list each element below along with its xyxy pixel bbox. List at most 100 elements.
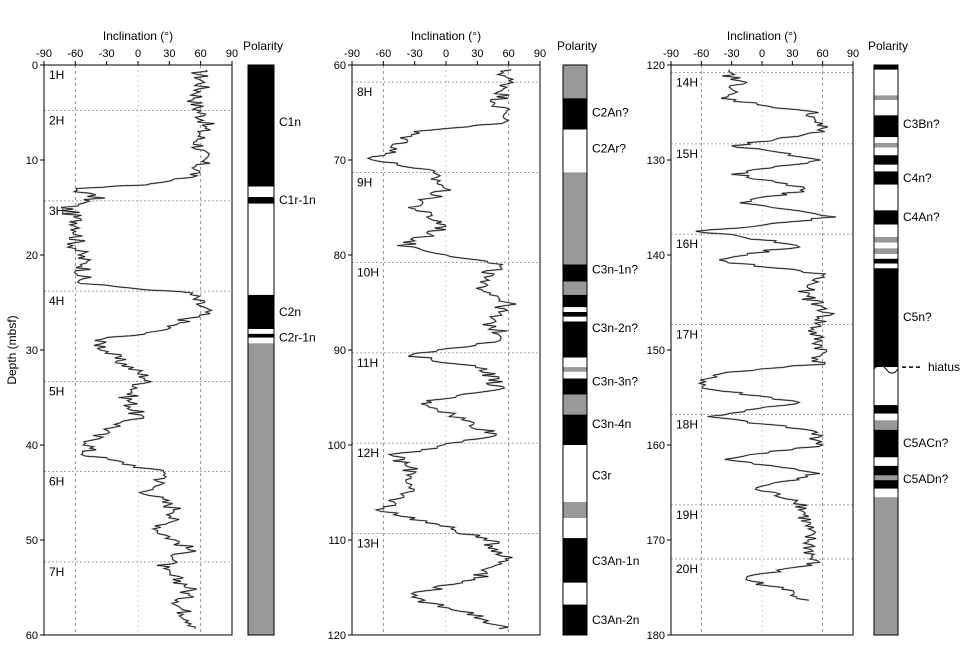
x-axis-label: Inclination (°) [411,29,481,43]
chron-label: C3n-2n? [592,321,638,335]
chron-label: C3n-3n? [592,374,638,388]
chron-label: C3r [592,468,611,482]
x-tick-label: 30 [786,48,798,60]
x-tick-label: -30 [724,48,740,60]
polarity-title: Polarity [243,39,283,53]
chron-label: C2Ar? [592,142,626,156]
x-tick-label: 30 [471,48,483,60]
polarity-interval-normal [248,333,274,338]
polarity-interval-normal [874,465,898,476]
inclination-trace [695,69,837,601]
polarity-interval-normal [874,65,898,70]
core-label: 4H [49,294,64,308]
core-label: 15H [676,147,698,161]
y-tick-label: 100 [328,440,346,452]
y-tick-label: 30 [26,345,38,357]
polarity-interval-reversed [874,147,898,156]
polarity-interval-normal [248,197,274,204]
x-tick-label: 30 [163,48,175,60]
chron-label: C3An-1n [592,554,639,568]
y-tick-label: 170 [647,535,665,547]
chron-label: C2An? [592,106,629,120]
core-label: 3H [49,204,64,218]
polarity-interval-normal [563,378,587,395]
polarity-interval-uncertain [874,420,898,430]
x-tick-label: -60 [693,48,709,60]
polarity-interval-uncertain [563,172,587,265]
polarity-interval-reversed [874,69,898,96]
polarity-interval-normal [563,414,587,445]
core-label: 9H [357,175,372,189]
y-tick-label: 130 [647,155,665,167]
polarity-interval-reversed [563,316,587,322]
polarity-interval-reversed [874,224,898,237]
core-label: 8H [357,85,372,99]
x-tick-label: -90 [36,48,52,60]
polarity-title: Polarity [868,39,908,53]
chron-label: C5ADn? [903,472,949,486]
polarity-interval-reversed [563,582,587,605]
chron-label: C3n-4n [592,417,631,431]
polarity-interval-reversed [874,100,898,116]
y-tick-label: 140 [647,250,665,262]
polarity-interval-normal [874,115,898,138]
panel-depth-60-120: 8H 9H 10H 11H 12H 13H -90 -60 -30 0 30 60 90 Inclinat… [328,29,640,642]
hiatus-marker [873,364,899,374]
x-tick-label: -60 [375,48,391,60]
y-tick-label: 120 [328,630,346,642]
polarity-interval-reversed [563,307,587,312]
polarity-interval-normal [563,538,587,583]
polarity-interval-uncertain [874,497,898,635]
polarity-interval-normal [563,98,587,130]
core-label: 16H [676,237,698,251]
polarity-interval-reversed [563,129,587,173]
core-label: 13H [357,536,379,550]
x-tick-label: -90 [344,48,360,60]
polarity-interval-uncertain [874,95,898,101]
core-label: 20H [676,562,698,576]
polarity-interval-uncertain [563,367,587,372]
polarity-interval-uncertain [874,142,898,148]
chron-label: C1n [279,115,301,129]
chron-label: C3n-1n? [592,262,638,276]
polarity-interval-reversed [563,518,587,539]
polarity-interval-uncertain [563,394,587,415]
polarity-interval-reversed [874,254,898,259]
y-tick-label: 80 [334,250,346,262]
chron-label: C2r-1n [279,331,316,345]
polarity-interval-normal [874,210,898,225]
polarity-frame [873,64,899,636]
chron-label: C3An-2n [592,613,639,627]
x-tick-label: 60 [817,48,829,60]
y-tick-label: 120 [647,60,665,72]
x-tick-label: 90 [534,48,546,60]
x-tick-label: 0 [443,48,449,60]
polarity-interval-normal [563,321,587,358]
x-tick-label: 0 [135,48,141,60]
panel-depth-120-180: 14H 15H 16H 17H 18H 19H 20H -90 -60 -30 0 30 60 90 Inc… [647,29,960,642]
y-tick-label: 70 [334,155,346,167]
core-label: 14H [676,76,698,90]
core-label: 6H [49,475,64,489]
chron-label: C5ACn? [903,436,949,450]
inclination-trace-smoothed [60,69,215,629]
y-tick-label: 60 [26,630,38,642]
chron-label: C1r-1n [279,193,316,207]
y-tick-label: 20 [26,250,38,262]
polarity-interval-normal [563,294,587,308]
polarity-interval-normal [563,604,587,635]
polarity-interval-uncertain [563,502,587,519]
polarity-interval-uncertain [874,248,898,255]
x-tick-label: 90 [226,48,238,60]
polarity-interval-reversed [874,184,898,211]
x-tick-label: 0 [759,48,765,60]
y-axis-label: Depth (mbsf) [5,315,19,384]
core-label: 19H [676,508,698,522]
polarity-interval-normal [874,429,898,458]
chron-label: C2n [279,305,301,319]
polarity-interval-uncertain [563,281,587,295]
inclination-trace [60,69,215,629]
core-label: 1H [49,68,64,82]
polarity-interval-normal [874,258,898,264]
